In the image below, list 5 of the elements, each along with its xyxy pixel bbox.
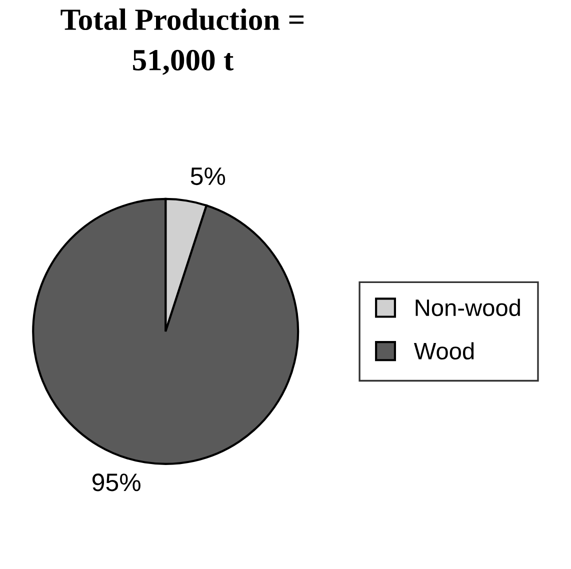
- data-label: 5%: [190, 167, 226, 186]
- data-label: 95%: [92, 474, 140, 492]
- legend-label: Non-wood: [416, 298, 520, 316]
- chart-title: Total Production = 51,000 t: [60, 8, 304, 75]
- legend-label: Wood: [414, 342, 474, 360]
